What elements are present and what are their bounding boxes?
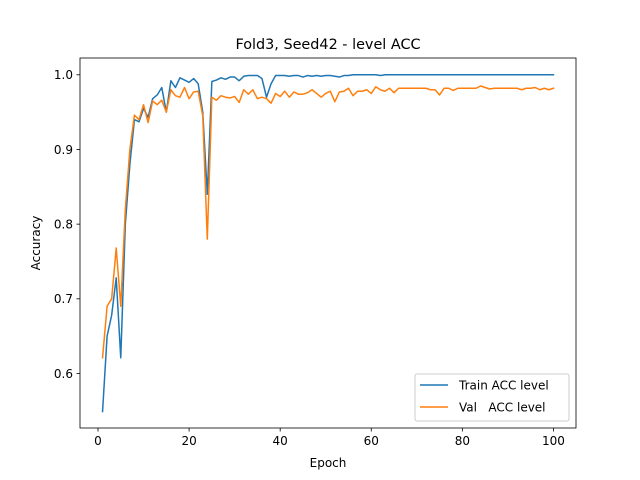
x-tick-label: 0 [94, 434, 102, 448]
y-tick-label: 1.0 [54, 68, 73, 82]
legend-label: Train ACC level [458, 378, 549, 392]
x-tick-label: 80 [455, 434, 470, 448]
x-tick-label: 60 [364, 434, 379, 448]
y-tick-label: 0.9 [54, 143, 73, 157]
series-line-train [101, 74, 555, 413]
legend-label: Val ACC level [459, 400, 546, 414]
x-axis-label: Epoch [310, 456, 347, 470]
x-tick-label: 100 [542, 434, 565, 448]
x-tick-label: 20 [181, 434, 196, 448]
series-line-val [101, 85, 555, 359]
y-tick-label: 0.8 [54, 217, 73, 231]
y-axis-label: Accuracy [29, 216, 43, 271]
axes-frame [79, 57, 577, 429]
legend: Train ACC level Val ACC level [414, 373, 570, 422]
y-tick-label: 0.7 [54, 292, 73, 306]
series-group [101, 74, 555, 413]
legend-box [414, 373, 570, 422]
y-tick-label: 0.6 [54, 367, 73, 381]
x-axis: 0 20 40 60 80 100 [94, 428, 565, 448]
x-tick-label: 40 [273, 434, 288, 448]
y-axis: 0.6 0.7 0.8 0.9 1.0 [54, 68, 80, 381]
chart-title: Fold3, Seed42 - level ACC [235, 37, 420, 53]
